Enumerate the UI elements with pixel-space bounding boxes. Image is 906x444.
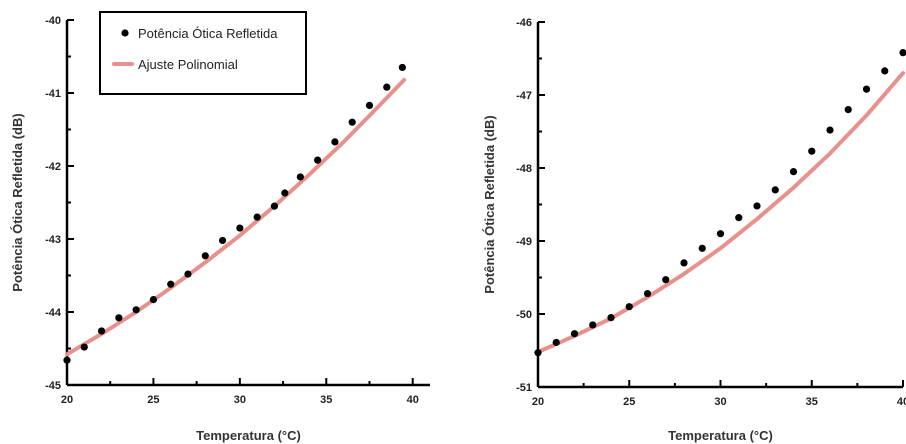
- data-point: [201, 252, 209, 260]
- data-point: [881, 67, 889, 75]
- data-point: [826, 126, 834, 134]
- data-point: [552, 338, 560, 347]
- data-point: [398, 63, 406, 72]
- data-point: [63, 356, 71, 364]
- y-tick-label: -42: [45, 161, 61, 173]
- data-point: [348, 118, 356, 126]
- x-tick-label: 40: [897, 396, 906, 408]
- data-point: [97, 327, 106, 335]
- legend-box: [99, 11, 307, 95]
- data-point: [808, 147, 816, 155]
- fit-line: [65, 77, 407, 357]
- legend-label: Potência Ótica Refletida: [138, 26, 278, 41]
- y-tick-label: -45: [45, 380, 61, 392]
- y-tick-label: -40: [45, 15, 61, 27]
- y-tick-label: -49: [516, 236, 532, 248]
- x-tick-label: 35: [806, 396, 818, 408]
- x-tick-label: 25: [147, 394, 159, 406]
- x-tick-label: 25: [623, 396, 635, 408]
- x-tick-label: 20: [532, 396, 544, 408]
- data-point: [383, 83, 391, 91]
- data-point: [296, 173, 304, 181]
- data-point: [218, 236, 227, 245]
- y-tick-label: -47: [516, 90, 532, 102]
- data-point: [167, 280, 175, 288]
- y-tick-label: -41: [45, 88, 61, 100]
- x-tick-label: 30: [714, 396, 726, 408]
- data-point: [589, 321, 597, 329]
- data-point: [236, 224, 244, 232]
- data-point: [281, 189, 289, 197]
- data-point: [680, 259, 688, 267]
- data-point: [771, 186, 779, 194]
- data-point: [625, 303, 633, 311]
- data-point: [789, 168, 798, 176]
- data-point: [365, 101, 374, 110]
- data-point: [662, 276, 670, 284]
- data-point: [132, 306, 140, 314]
- data-point: [735, 214, 743, 222]
- y-axis-label: Potência Ótica Refletida (dB): [10, 113, 25, 291]
- data-point: [80, 343, 88, 351]
- data-point: [570, 330, 579, 338]
- fit-line: [536, 71, 905, 354]
- data-point: [270, 202, 279, 210]
- data-point: [184, 270, 192, 278]
- x-tick-label: 20: [61, 394, 73, 406]
- data-point: [314, 156, 322, 164]
- data-point: [753, 202, 761, 210]
- y-tick-label: -46: [516, 17, 532, 29]
- x-tick-label: 40: [407, 394, 419, 406]
- legend-marker-points: [121, 29, 129, 37]
- y-tick-label: -48: [516, 163, 532, 175]
- x-axis-label: Temperatura (°C): [196, 428, 301, 443]
- data-point: [331, 138, 339, 146]
- y-tick-label: -44: [45, 307, 62, 319]
- data-point: [643, 289, 652, 298]
- legend-label: Ajuste Polinomial: [138, 57, 238, 72]
- y-tick-label: -50: [516, 309, 532, 321]
- y-axis-label: Potência Ótica Refletida (dB): [482, 115, 497, 293]
- data-point: [716, 230, 725, 238]
- data-point: [899, 49, 906, 57]
- data-point: [253, 213, 261, 221]
- data-point: [534, 349, 542, 357]
- y-tick-label: -43: [45, 234, 61, 246]
- y-tick-label: -51: [516, 382, 532, 394]
- data-point: [149, 295, 158, 304]
- data-point: [862, 85, 871, 93]
- data-point: [607, 314, 615, 322]
- x-axis-label: Temperatura (°C): [668, 428, 773, 443]
- data-point: [115, 314, 123, 322]
- x-tick-label: 30: [234, 394, 246, 406]
- data-point: [698, 244, 706, 252]
- x-tick-label: 35: [320, 394, 332, 406]
- data-point: [844, 106, 852, 114]
